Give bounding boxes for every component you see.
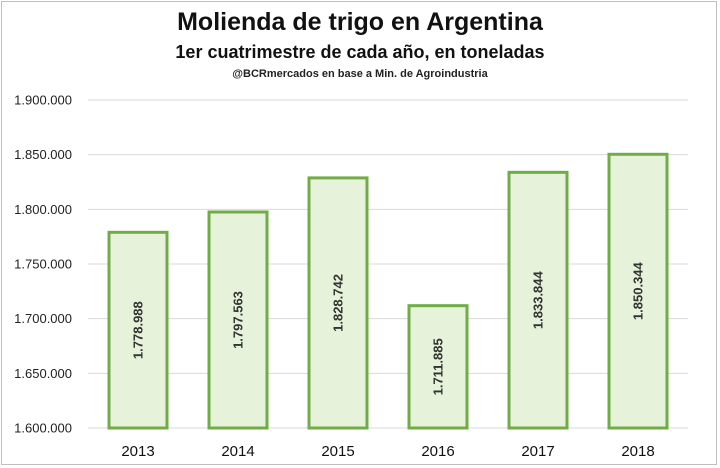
bar-2018: [607, 152, 669, 430]
data-label-2016: 1.711.885: [431, 338, 446, 395]
chart-subtitle: 1er cuatrimestre de cada año, en tonelad…: [175, 42, 545, 62]
bar-2015: [307, 176, 369, 430]
bar-2013: [107, 230, 169, 430]
data-label-2013: 1.778.988: [131, 301, 146, 359]
y-tick-label: 1.800.000: [14, 202, 72, 217]
data-label-2015: 1.828.742: [331, 274, 346, 332]
data-label-2017: 1.833.844: [531, 270, 546, 329]
y-tick-label: 1.900.000: [14, 93, 72, 108]
chart-title: Molienda de trigo en Argentina: [177, 8, 543, 36]
y-tick-label: 1.750.000: [14, 257, 72, 272]
y-axis-ticks: 1.600.000 1.650.000 1.700.000 1.750.000 1.80…: [14, 93, 72, 436]
x-tick-label: 2013: [121, 443, 154, 460]
x-tick-label: 2016: [421, 443, 454, 460]
x-tick-label: 2017: [521, 443, 554, 460]
grid-lines: [88, 99, 688, 429]
bar-2016: [407, 304, 469, 430]
y-tick-label: 1.700.000: [14, 311, 72, 326]
y-tick-label: 1.850.000: [14, 147, 72, 162]
y-tick-label: 1.600.000: [14, 421, 72, 436]
x-tick-label: 2014: [221, 443, 254, 460]
bar-2014: [207, 210, 269, 430]
data-label-2018: 1.850.344: [631, 261, 646, 320]
x-axis-ticks: 2013 2014 2015 2016 2017 2018: [121, 443, 654, 460]
bar-2017: [507, 170, 569, 430]
x-tick-label: 2015: [321, 443, 354, 460]
bars: 1.778.988 1.797.563 1.828.742 1.711.885 1.83…: [107, 152, 669, 430]
data-label-2014: 1.797.563: [231, 291, 246, 349]
chart-source: @BCRmercados en base a Min. de Agroindus…: [232, 68, 488, 80]
y-tick-label: 1.650.000: [14, 366, 72, 381]
x-tick-label: 2018: [621, 443, 654, 460]
